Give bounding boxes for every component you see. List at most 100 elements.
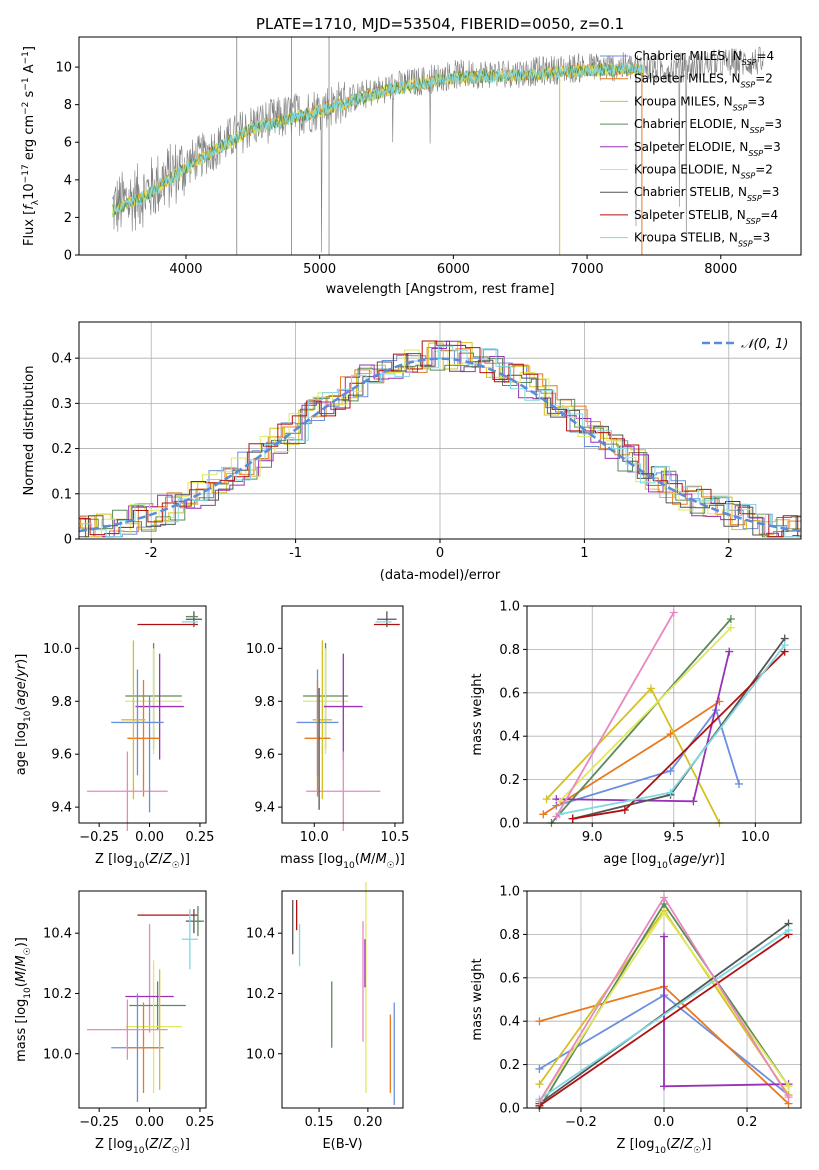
y-tick-label: 10.4 (43, 927, 72, 942)
weight-marker (666, 766, 675, 775)
x-tick-label: 1 (580, 546, 588, 561)
weight-marker (669, 608, 678, 617)
weight-marker (660, 932, 668, 941)
y-tick-label: 8 (64, 98, 72, 113)
plot-frame (78, 605, 207, 824)
x-tick-label: 8000 (704, 262, 737, 277)
legend-label: Salpeter ELODIE, NSSP=3 (634, 140, 781, 158)
weight-marker (535, 1017, 544, 1026)
y-axis-label: Flux [fλ10−17 erg cm−2 s−1 A−1] (21, 46, 41, 246)
y-tick-label: 1.0 (499, 600, 520, 615)
histogram-series (79, 345, 801, 538)
weight-marker (542, 795, 551, 804)
y-tick-label: 9.4 (254, 801, 275, 816)
histogram-series (79, 349, 801, 538)
legend-label: Kroupa MILES, NSSP=3 (634, 94, 765, 112)
model-spectrum (112, 61, 644, 213)
x-tick-label: 0.25 (185, 1115, 214, 1130)
x-tick-label: −0.2 (565, 1115, 597, 1130)
plot-frame (281, 890, 404, 1109)
x-tick-label: 0.2 (737, 1115, 758, 1130)
y-tick-label: 0.8 (499, 643, 520, 658)
z-mass-plot: −0.25 0.00 0.25 10.0 10.2 10.4 Z [log10(Z/Z☉)]… (14, 890, 214, 1156)
x-axis-label: Z [log10(Z/Z☉)] (95, 1137, 190, 1156)
y-axis-label: mass weight (470, 673, 485, 755)
weight-marker (660, 1082, 668, 1091)
legend-label: Kroupa STELIB, NSSP=3 (634, 231, 770, 249)
x-axis-label: age [log10(age/yr)] (603, 852, 725, 871)
y-tick-label: 9.8 (254, 695, 275, 710)
z-weight-plot: −0.2 0.0 0.2 0.0 0.2 0.4 0.6 0.8 1.0 Z [log10(Z/Z… (470, 885, 802, 1156)
weight-marker (535, 1097, 544, 1106)
weight-marker (552, 812, 561, 821)
weight-marker (725, 647, 734, 656)
y-tick-label: 0.3 (51, 397, 72, 412)
ebv-mass-plot: 0.15 0.20 10.0 10.2 10.4 E(B-V) (246, 881, 404, 1152)
x-axis-label: E(B-V) (322, 1137, 362, 1152)
y-tick-label: 10.2 (246, 987, 275, 1002)
legend-label: Kroupa ELODIE, NSSP=2 (634, 163, 773, 181)
y-tick-label: 4 (64, 173, 72, 188)
legend-label: Salpeter MILES, NSSP=2 (634, 72, 773, 90)
weight-marker (535, 1080, 544, 1089)
figure-title: PLATE=1710, MJD=53504, FIBERID=0050, z=0… (256, 15, 624, 33)
x-axis-label: Z [log10(Z/Z☉)] (617, 1137, 712, 1156)
weight-marker (666, 788, 675, 797)
y-tick-label: 0.1 (51, 487, 72, 502)
x-tick-label: 9.0 (582, 830, 603, 845)
weight-line (556, 708, 740, 807)
y-tick-label: 0.6 (499, 971, 520, 986)
y-tick-label: 10.0 (246, 1047, 275, 1062)
weight-marker (660, 893, 668, 902)
x-tick-label: 4000 (169, 262, 202, 277)
weight-line (572, 650, 786, 820)
y-tick-label: 2 (64, 211, 72, 226)
age-weight-plot: 9.0 9.5 10.0 0.0 0.2 0.4 0.6 0.8 1.0 age [log10(a… (470, 600, 802, 871)
y-tick-label: 0 (64, 249, 72, 264)
y-tick-label: 10.0 (246, 642, 275, 657)
x-tick-label: 5000 (303, 262, 336, 277)
y-tick-label: 9.6 (254, 748, 275, 763)
y-tick-label: 9.4 (51, 801, 72, 816)
y-tick-label: 0.8 (499, 928, 520, 943)
histogram-series (79, 340, 801, 538)
weight-marker (784, 1082, 793, 1091)
plot-frame (78, 890, 207, 1109)
weight-marker (660, 908, 668, 917)
weight-line (555, 612, 675, 817)
y-tick-label: 10.2 (43, 987, 72, 1002)
y-tick-label: 0.2 (499, 773, 520, 788)
weight-line (538, 933, 790, 1107)
histogram-series (79, 340, 801, 538)
y-tick-label: 1.0 (499, 885, 520, 900)
weight-marker (735, 779, 744, 788)
x-tick-label: 10.5 (380, 830, 409, 845)
weight-line (538, 929, 790, 1101)
y-tick-label: 0.2 (51, 442, 72, 457)
weight-marker (620, 805, 629, 814)
plot-frame (281, 605, 404, 824)
y-tick-label: 10.0 (43, 1047, 72, 1062)
y-axis-label: age [log10(age/yr)] (14, 654, 33, 776)
histogram-series (79, 352, 801, 538)
x-tick-label: 0.25 (185, 830, 214, 845)
weight-marker (726, 615, 735, 624)
weight-marker (535, 1064, 544, 1073)
legend-label: Chabrier MILES, NSSP=4 (634, 49, 774, 67)
y-tick-label: 6 (64, 136, 72, 151)
z-age-plot: −0.25 0.00 0.25 9.4 9.6 9.8 10.0 Z [log10(Z/Z☉)… (14, 605, 214, 871)
y-tick-label: 0.4 (499, 730, 520, 745)
x-axis-label: (data-model)/error (380, 568, 501, 583)
y-tick-label: 9.8 (51, 695, 72, 710)
gaussian-curve (79, 357, 801, 533)
weight-marker (784, 1093, 793, 1102)
spectrum-legend: Chabrier MILES, NSSP=4 Salpeter MILES, NS… (600, 49, 782, 248)
y-axis-label: Normed distribution (22, 366, 37, 496)
model-spectrum (112, 62, 644, 217)
legend-label: Salpeter STELIB, NSSP=4 (634, 208, 778, 226)
residual-histogram-plot: -2 -1 0 1 2 0 0.1 0.2 0.3 0.4 (data-model)/error No… (22, 321, 802, 583)
y-tick-label: 0.2 (499, 1058, 520, 1073)
y-tick-label: 10.0 (43, 642, 72, 657)
y-tick-label: 0.6 (499, 686, 520, 701)
